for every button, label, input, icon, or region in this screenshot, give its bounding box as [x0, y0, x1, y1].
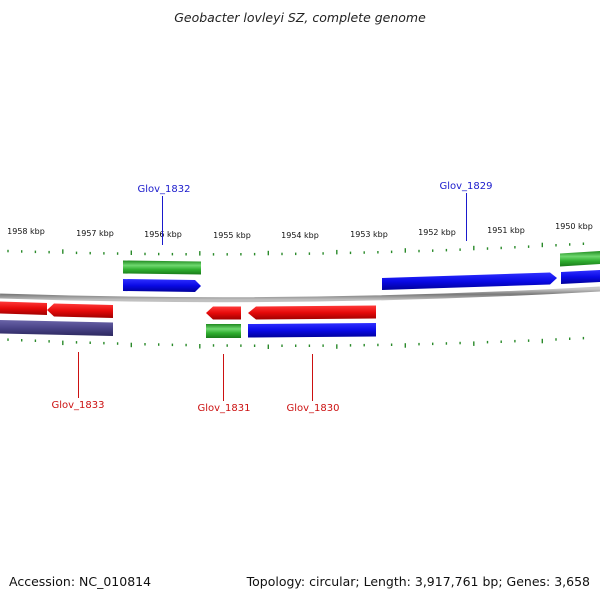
topology-text: Topology: circular; Length: 3,917,761 bp… — [246, 574, 590, 589]
cds-glov-1830[interactable] — [248, 305, 376, 320]
gene-glov-1831[interactable] — [206, 324, 241, 338]
cds-glov-1831[interactable] — [206, 306, 241, 320]
map-title: Geobacter lovleyi SZ, complete genome — [174, 10, 426, 25]
bottom-scale-ticks — [7, 336, 585, 349]
gene-label-glov-1829[interactable]: Glov_1829 — [439, 181, 492, 192]
scale-label: 1951 kbp — [487, 226, 525, 235]
reverse-strand-features — [0, 301, 376, 338]
scale-label: 1958 kbp — [7, 227, 45, 236]
cds-glov-1832[interactable] — [123, 279, 201, 292]
scale-label: 1953 kbp — [350, 230, 388, 239]
gene-glov-1830[interactable] — [248, 323, 376, 338]
gene-glov-1832[interactable] — [123, 260, 201, 275]
scale-label: 1954 kbp — [281, 231, 319, 240]
cds-partial-right[interactable] — [561, 270, 600, 284]
gene-partial-right[interactable] — [560, 251, 600, 267]
scale-label: 1950 kbp — [555, 222, 593, 231]
cds-glov-1833[interactable] — [47, 303, 113, 319]
forward-gene-labels: Glov_1832 Glov_1829 — [137, 181, 493, 245]
scale-label: 1952 kbp — [418, 228, 456, 237]
gene-label-glov-1830[interactable]: Glov_1830 — [286, 403, 339, 414]
genome-backbone — [0, 286, 600, 303]
cds-partial-left[interactable] — [0, 301, 47, 316]
cds-glov-1829[interactable] — [382, 272, 557, 291]
scale-label: 1957 kbp — [76, 229, 114, 238]
reverse-gene-labels: Glov_1833 Glov_1831 Glov_1830 — [51, 352, 340, 414]
gene-glov-1833[interactable] — [0, 320, 113, 336]
forward-strand-features — [123, 251, 600, 292]
gene-label-glov-1831[interactable]: Glov_1831 — [197, 403, 250, 414]
gene-label-glov-1833[interactable]: Glov_1833 — [51, 400, 104, 411]
scale-label: 1955 kbp — [213, 231, 251, 240]
top-scale-ticks — [7, 242, 585, 256]
gene-label-glov-1832[interactable]: Glov_1832 — [137, 184, 190, 195]
accession-text: Accession: NC_010814 — [9, 574, 151, 589]
scale-labels: 1958 kbp 1957 kbp 1956 kbp 1955 kbp 1954… — [7, 222, 593, 240]
